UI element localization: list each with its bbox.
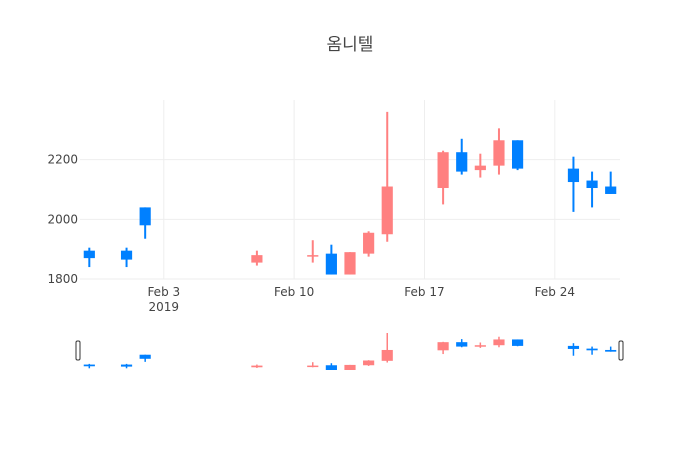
candle-body	[437, 152, 449, 189]
slider-candle	[363, 360, 375, 366]
range-slider[interactable]	[75, 333, 624, 370]
slider-candle	[437, 341, 449, 355]
slider-candle	[512, 339, 524, 347]
candle	[83, 247, 95, 268]
candle-body	[456, 152, 468, 172]
x-tick-label: Feb 10	[274, 285, 314, 299]
candle-body	[586, 180, 598, 189]
range-slider-right-handle[interactable]	[618, 340, 624, 361]
x-tick-label: Feb 3	[147, 285, 180, 299]
x-tick-sublabel: 2019	[149, 300, 180, 314]
slider-candle-body	[251, 365, 263, 368]
candle-body	[363, 232, 375, 254]
slider-candle-body	[381, 349, 393, 361]
slider-candle	[325, 363, 337, 370]
candle	[139, 207, 151, 239]
y-tick-label: 2000	[47, 212, 78, 226]
candle	[456, 138, 468, 175]
slider-candle	[139, 354, 151, 362]
candle	[381, 111, 393, 242]
slider-candle-body	[512, 339, 524, 346]
slider-candle	[493, 336, 505, 348]
candle	[344, 252, 356, 275]
candle	[605, 171, 617, 194]
candle-body	[493, 140, 505, 166]
candle-body	[307, 255, 319, 257]
slider-candle-body	[437, 342, 449, 351]
range-slider-handles[interactable]	[75, 340, 624, 361]
slider-candle-body	[307, 365, 319, 368]
candle-body	[567, 168, 580, 183]
candle-body	[381, 186, 393, 235]
slider-candle-body	[605, 349, 617, 352]
candle	[437, 150, 449, 205]
y-axis-ticks: 1800 2000 2200	[47, 153, 78, 286]
candle-body	[512, 140, 524, 169]
slider-candle	[456, 339, 468, 348]
slider-candle	[83, 363, 95, 369]
slider-candle-body	[456, 342, 468, 347]
candle	[586, 171, 598, 208]
chart-title: 옴니텔	[327, 35, 374, 55]
slider-candle-body	[139, 354, 151, 359]
candle	[120, 247, 133, 268]
slider-candle-body	[363, 360, 375, 366]
slider-candle	[605, 346, 617, 352]
candle-body	[344, 252, 356, 275]
candle-body	[139, 207, 151, 226]
slider-candle	[474, 342, 486, 348]
slider-candle-body	[474, 345, 486, 347]
main-gridlines	[80, 100, 620, 280]
slider-candle-body	[586, 348, 598, 351]
slider-candle	[307, 362, 319, 368]
y-tick-label: 1800	[47, 272, 78, 286]
candle	[307, 240, 319, 263]
y-tick-label: 2200	[47, 153, 78, 167]
slider-candle-body	[344, 364, 356, 370]
candle	[363, 231, 375, 257]
range-slider-candles	[83, 333, 617, 370]
slider-candle	[120, 363, 133, 369]
x-tick-label: Feb 17	[404, 285, 444, 299]
slider-candle	[381, 333, 393, 363]
candle	[474, 153, 486, 178]
slider-candle-body	[120, 364, 133, 367]
candle-body	[120, 250, 133, 260]
slider-candle-body	[325, 365, 337, 370]
slider-candle	[251, 364, 263, 368]
candle	[493, 128, 505, 175]
candle	[567, 156, 580, 212]
candle	[251, 250, 263, 266]
candle-body	[251, 255, 263, 263]
slider-candle	[586, 346, 598, 355]
slider-candle-body	[567, 345, 580, 349]
slider-candle	[344, 364, 356, 370]
candle	[512, 140, 524, 171]
main-candles[interactable]	[83, 111, 617, 275]
slider-candle-body	[493, 339, 505, 346]
candle	[325, 244, 337, 275]
candle-body	[325, 253, 337, 275]
slider-candle	[567, 343, 580, 356]
slider-candle-body	[83, 364, 95, 367]
candle-body	[83, 250, 95, 259]
x-tick-label: Feb 24	[535, 285, 575, 299]
candle-body	[605, 186, 617, 194]
range-slider-left-handle[interactable]	[75, 340, 81, 361]
candle-body	[474, 165, 486, 171]
